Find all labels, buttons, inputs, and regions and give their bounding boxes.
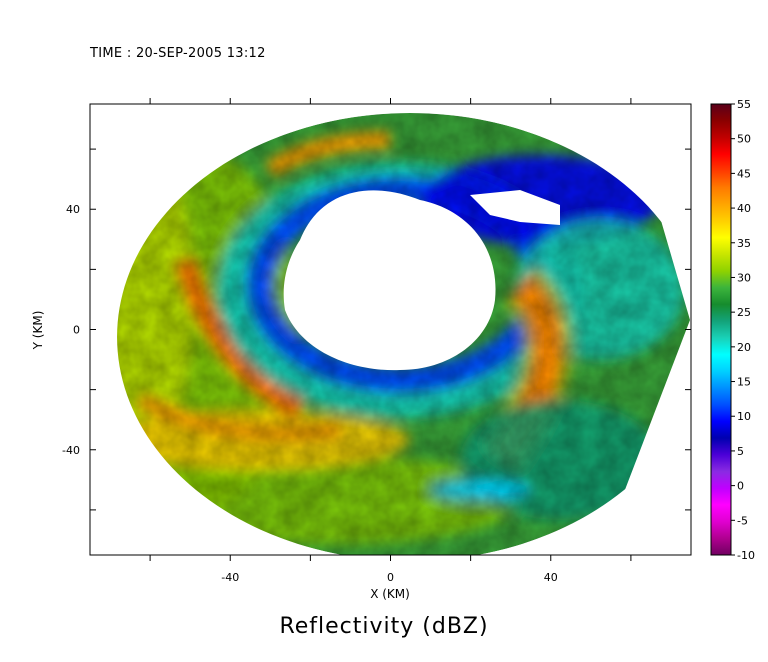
x-tick-label: 0 [387, 571, 394, 584]
colorbar-tick-label: 30 [737, 271, 751, 284]
y-axis-label: Y (KM) [31, 311, 45, 351]
y-tick-label: 40 [66, 203, 80, 216]
colorbar-scale [710, 103, 732, 556]
y-axis: -40 0 40 [62, 148, 691, 511]
time-label: TIME : 20-SEP-2005 13:12 [90, 46, 266, 61]
y-tick-label: -40 [62, 444, 80, 457]
x-axis-label: X (KM) [370, 587, 410, 601]
colorbar-tick-label: -10 [737, 549, 755, 562]
colorbar-tick-label: 40 [737, 202, 751, 215]
colorbar-tick-label: 0 [737, 480, 744, 493]
colorbar-tick-label: 15 [737, 376, 751, 389]
colorbar-tick-label: 45 [737, 167, 751, 180]
colorbar-tick-label: 5 [737, 445, 744, 458]
colorbar-tick-label: 50 [737, 133, 751, 146]
colorbar-tick-label: 10 [737, 410, 751, 423]
y-tick-label: 0 [73, 324, 80, 337]
colorbar-tick-label: 25 [737, 306, 751, 319]
reflectivity-field [90, 104, 691, 555]
chart-title: Reflectivity (dBZ) [279, 614, 489, 639]
colorbar-tick-label: -5 [737, 514, 748, 527]
x-tick-label: -40 [221, 571, 239, 584]
colorbar-tick-label: 55 [737, 98, 751, 111]
x-axis: -40 0 40 [149, 98, 632, 584]
x-tick-label: 40 [544, 571, 558, 584]
colorbar-tick-label: 20 [737, 341, 751, 354]
echo-free-eye [283, 190, 496, 371]
colorbar-tick-label: 35 [737, 237, 751, 250]
echo-free-patch [470, 190, 560, 225]
